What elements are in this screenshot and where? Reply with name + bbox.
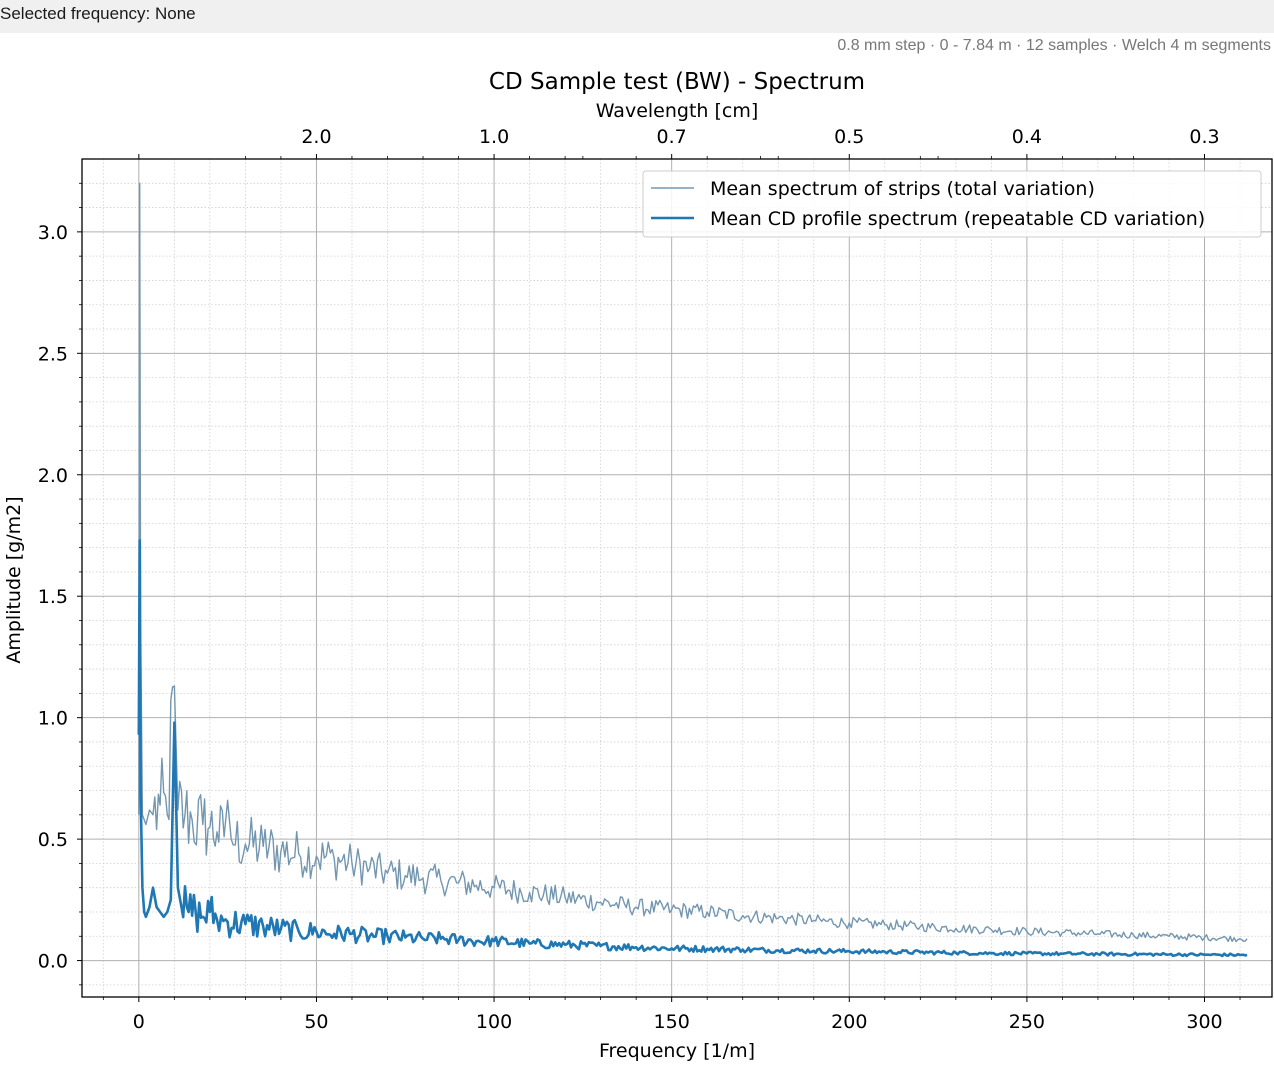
series-layer xyxy=(137,182,1248,958)
series-line-2 xyxy=(137,539,1248,958)
info-line: 0.8 mm step · 0 - 7.84 m · 12 samples · … xyxy=(837,37,1271,54)
y-tick-label: 2.5 xyxy=(38,343,68,365)
top-tick-label: 0.4 xyxy=(1012,126,1042,148)
x-tick-label: 250 xyxy=(1009,1011,1045,1033)
y-tick-label: 2.0 xyxy=(38,465,68,487)
x-tick-label: 100 xyxy=(476,1011,512,1033)
top-tick-label: 0.7 xyxy=(657,126,687,148)
y-tick-label: 0.0 xyxy=(38,951,68,973)
y-tick-label: 3.0 xyxy=(38,222,68,244)
chart-title: CD Sample test (BW) - Spectrum xyxy=(489,69,865,95)
axis-ticks: 0 50 100 150 200 250 300 0.0 0.5 1.0 1.5 2.0 2.5 3.0 2… xyxy=(38,126,1241,1033)
x-tick-label: 150 xyxy=(654,1011,690,1033)
secondary-x-axis-label: Wavelength [cm] xyxy=(596,100,759,122)
y-tick-label: 1.5 xyxy=(38,586,68,608)
y-tick-label: 1.0 xyxy=(38,708,68,730)
top-tick-label: 0.5 xyxy=(834,126,864,148)
x-axis-label: Frequency [1/m] xyxy=(599,1040,755,1062)
legend: Mean spectrum of strips (total variation… xyxy=(642,170,1262,238)
legend-label-2: Mean CD profile spectrum (repeatable CD … xyxy=(710,208,1205,230)
selected-frequency-label: Selected frequency: None xyxy=(0,4,196,23)
major-grid xyxy=(82,159,1272,997)
y-axis-label: Amplitude [g/m2] xyxy=(3,496,25,663)
x-tick-label: 200 xyxy=(831,1011,867,1033)
series-line-1 xyxy=(138,182,1248,943)
status-bar: Selected frequency: None xyxy=(0,0,1274,33)
legend-label-1: Mean spectrum of strips (total variation… xyxy=(710,178,1095,200)
minor-grid xyxy=(82,159,1272,997)
top-tick-label: 1.0 xyxy=(479,126,509,148)
x-tick-label: 50 xyxy=(304,1011,328,1033)
top-tick-label: 0.3 xyxy=(1189,126,1219,148)
x-tick-label: 300 xyxy=(1186,1011,1222,1033)
plot-frame xyxy=(81,158,1273,998)
top-tick-label: 2.0 xyxy=(301,126,331,148)
x-tick-label: 0 xyxy=(133,1011,145,1033)
y-tick-label: 0.5 xyxy=(38,829,68,851)
legend-box xyxy=(642,170,1262,238)
